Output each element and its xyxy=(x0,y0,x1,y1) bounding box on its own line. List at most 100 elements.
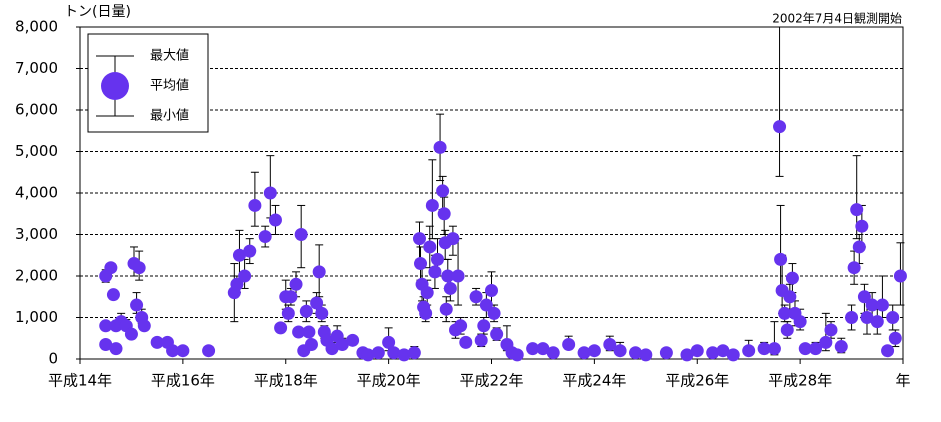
mean-point xyxy=(865,298,879,312)
x-tick-label: 平成18年 xyxy=(254,372,318,390)
mean-point xyxy=(845,311,859,324)
x-tick-label: 平成14年 xyxy=(48,372,112,390)
mean-point xyxy=(437,207,451,221)
mean-point xyxy=(888,331,902,345)
y-tick-label: 3,000 xyxy=(15,225,58,243)
mean-point xyxy=(577,346,591,360)
mean-point xyxy=(433,140,447,154)
mean-point xyxy=(292,325,306,339)
mean-point xyxy=(469,290,483,304)
y-tick-label: 1,000 xyxy=(15,308,58,326)
mean-point xyxy=(454,319,468,333)
mean-point xyxy=(809,342,823,356)
mean-point xyxy=(230,277,244,291)
legend-label: 平均値 xyxy=(150,78,189,94)
mean-point xyxy=(397,348,411,362)
mean-point xyxy=(726,348,740,362)
legend-mean-icon xyxy=(101,72,129,100)
mean-point xyxy=(629,346,643,360)
mean-point xyxy=(124,327,138,341)
mean-point xyxy=(346,333,360,347)
mean-point xyxy=(857,290,871,304)
mean-point xyxy=(99,319,113,333)
mean-point xyxy=(130,298,144,312)
mean-point xyxy=(757,342,771,356)
mean-point xyxy=(412,232,426,246)
mean-point xyxy=(680,348,694,362)
y-tick-label: 0 xyxy=(48,350,58,368)
mean-point xyxy=(773,120,787,134)
mean-point xyxy=(150,335,164,349)
x-tick-label: 平成16年 xyxy=(151,372,215,390)
mean-point xyxy=(325,342,339,356)
mean-point xyxy=(268,213,282,227)
mean-point xyxy=(274,321,288,335)
mean-point xyxy=(850,203,864,217)
mean-point xyxy=(824,323,838,337)
mean-point xyxy=(407,346,421,360)
mean-point xyxy=(706,346,720,360)
mean-point xyxy=(767,342,781,356)
mean-point xyxy=(855,219,869,233)
mean-point xyxy=(443,281,457,295)
mean-point xyxy=(263,186,277,200)
mean-point xyxy=(819,335,833,349)
x-tick-label: 平成20年 xyxy=(357,372,421,390)
mean-point xyxy=(420,286,434,300)
y-tick-label: 5,000 xyxy=(15,142,58,160)
mean-point xyxy=(243,244,257,258)
mean-point xyxy=(387,346,401,360)
mean-point xyxy=(474,333,488,347)
mean-point xyxy=(299,304,313,318)
mean-point xyxy=(477,319,491,333)
mean-point xyxy=(132,261,146,275)
mean-point xyxy=(546,346,560,360)
mean-point xyxy=(439,302,453,316)
mean-point xyxy=(137,319,151,333)
mean-point xyxy=(526,342,540,356)
mean-point xyxy=(419,306,433,320)
y-axis-label: トン(日量) xyxy=(64,4,131,20)
x-tick-label: 年 xyxy=(895,372,910,390)
mean-point xyxy=(860,311,874,324)
mean-point xyxy=(716,344,730,358)
x-tick-label: 平成26年 xyxy=(665,372,729,390)
y-tick-label: 7,000 xyxy=(15,59,58,77)
mean-point xyxy=(281,306,295,320)
mean-point xyxy=(238,269,252,283)
mean-point xyxy=(479,298,493,312)
mean-point xyxy=(430,252,444,266)
mean-point xyxy=(562,337,576,351)
mean-point xyxy=(485,284,498,298)
mean-point xyxy=(106,288,120,302)
y-tick-label: 6,000 xyxy=(15,101,58,119)
y-tick-label: 2,000 xyxy=(15,267,58,285)
x-tick-label: 平成24年 xyxy=(562,372,626,390)
mean-point xyxy=(258,230,272,244)
mean-point xyxy=(310,296,324,310)
mean-point xyxy=(425,198,439,212)
x-tick-label: 平成28年 xyxy=(768,372,832,390)
mean-point xyxy=(335,337,349,351)
mean-point xyxy=(881,344,895,358)
mean-point xyxy=(793,315,807,329)
mean-point xyxy=(834,340,848,354)
mean-point xyxy=(639,348,653,362)
y-tick-label: 8,000 xyxy=(15,18,58,36)
mean-point xyxy=(166,344,180,358)
mean-point xyxy=(774,252,788,266)
mean-point xyxy=(232,248,246,262)
mean-point xyxy=(302,325,316,339)
mean-point xyxy=(361,348,375,362)
mean-point xyxy=(284,290,298,304)
mean-point xyxy=(423,240,437,254)
mean-point xyxy=(294,228,308,241)
x-tick-label: 平成22年 xyxy=(459,372,523,390)
mean-point xyxy=(798,342,812,356)
mean-point xyxy=(451,269,465,283)
mean-point xyxy=(778,306,792,320)
mean-point xyxy=(886,311,900,324)
mean-point xyxy=(428,265,442,279)
mean-point xyxy=(783,290,797,304)
